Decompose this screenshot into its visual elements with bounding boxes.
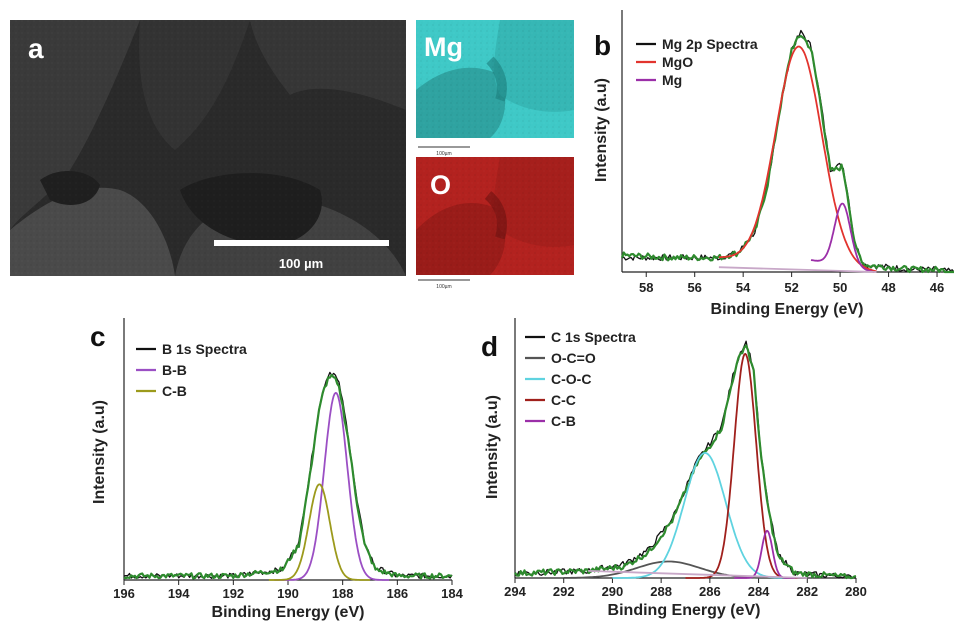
- chart-c-series-c-b: [268, 483, 371, 581]
- chart-d: d Intensity (a.u) Binding Energy (eV) 29…: [481, 318, 867, 619]
- chart-c: c Intensity (a.u) Binding Energy (eV) 19…: [90, 318, 464, 621]
- chart-c-panel-letter: c: [90, 321, 106, 352]
- chart-b-x-axis-title: Binding Energy (eV): [711, 301, 864, 318]
- chart-b-tick-label: 48: [881, 280, 895, 295]
- chart-d-tick-label: 294: [504, 584, 526, 599]
- mg-map-texture: [416, 20, 574, 138]
- chart-d-tick-label: 290: [602, 584, 624, 599]
- chart-b-tick-label: 52: [784, 280, 798, 295]
- chart-d-series-background: [588, 570, 808, 579]
- chart-d-tick-label: 286: [699, 584, 721, 599]
- chart-c-tick-label: 190: [277, 586, 299, 601]
- chart-d-tick-label: 282: [796, 584, 818, 599]
- o-map-texture: [416, 157, 574, 275]
- chart-c-x-axis-title: Binding Energy (eV): [212, 604, 365, 621]
- chart-c-ticks: 196 194 192 190 188 186 184: [113, 580, 464, 601]
- chart-c-tick-label: 188: [332, 586, 354, 601]
- chart-d-series: [514, 340, 857, 580]
- chart-d-series-o-c-o: [563, 560, 808, 579]
- mg-eds-map: Mg 100µm: [416, 20, 574, 157]
- chart-b-tick-label: 46: [930, 280, 944, 295]
- chart-b-legend-label: MgO: [662, 54, 693, 70]
- chart-d-legend-label: C-O-C: [551, 371, 591, 387]
- chart-d-legend: C 1s Spectra O-C=O C-O-C C-C C-B: [525, 329, 636, 429]
- chart-b-series: [620, 29, 954, 274]
- chart-b-tick-label: 56: [687, 280, 701, 295]
- chart-b: b Intensity (a.u) Binding Energy (eV) 58…: [593, 10, 954, 318]
- chart-c-series-b-1s-spectra: [123, 371, 453, 580]
- chart-b-legend-label: Mg 2p Spectra: [662, 36, 758, 52]
- chart-b-ticks: 58 56 54 52 50 48 46: [639, 272, 944, 295]
- chart-d-series-c-c: [685, 352, 798, 579]
- chart-b-series-mgo: [718, 45, 877, 273]
- mg-map-label: Mg: [424, 32, 463, 62]
- chart-d-tick-label: 288: [650, 584, 672, 599]
- chart-b-tick-label: 58: [639, 280, 653, 295]
- chart-c-legend-label: B 1s Spectra: [162, 341, 247, 357]
- chart-d-tick-label: 284: [748, 584, 770, 599]
- sem-image-panel: a 100 µm: [10, 20, 406, 276]
- chart-c-legend: B 1s Spectra B-B C-B: [136, 341, 247, 399]
- chart-b-legend-label: Mg: [662, 72, 682, 88]
- chart-d-series-fit: [514, 344, 857, 580]
- chart-c-tick-label: 186: [386, 586, 408, 601]
- chart-c-tick-label: 194: [168, 586, 190, 601]
- o-eds-map: O 100µm: [416, 157, 574, 290]
- chart-c-series-fit: [123, 373, 453, 580]
- chart-b-series-background: [718, 266, 877, 273]
- chart-c-series: [123, 371, 453, 581]
- chart-c-tick-label: 192: [222, 586, 244, 601]
- chart-b-y-axis-title: Intensity (a.u): [593, 78, 610, 182]
- chart-c-legend-label: B-B: [162, 362, 187, 378]
- chart-d-y-axis-title: Intensity (a.u): [484, 395, 501, 499]
- chart-d-x-axis-title: Binding Energy (eV): [608, 602, 761, 619]
- chart-d-tick-label: 280: [845, 584, 867, 599]
- mg-map-scale-label: 100µm: [436, 151, 451, 157]
- chart-d-legend-label: C 1s Spectra: [551, 329, 636, 345]
- chart-c-tick-label: 196: [113, 586, 135, 601]
- chart-b-panel-letter: b: [594, 30, 611, 61]
- chart-d-legend-label: C-B: [551, 413, 576, 429]
- chart-b-tick-label: 54: [736, 280, 751, 295]
- sem-scale-label: 100 µm: [279, 256, 323, 271]
- panel-letter-a: a: [28, 33, 44, 64]
- sem-scale-bar: [214, 240, 389, 246]
- chart-d-legend-label: C-C: [551, 392, 576, 408]
- chart-d-panel-letter: d: [481, 331, 498, 362]
- chart-c-series-b-b: [274, 392, 390, 581]
- chart-b-legend: Mg 2p Spectra MgO Mg: [636, 36, 758, 88]
- chart-b-series-mg: [810, 202, 875, 273]
- chart-c-y-axis-title: Intensity (a.u): [91, 400, 108, 504]
- chart-d-ticks: 294 292 290 288 286 284 282 280: [504, 578, 867, 599]
- o-map-scale-label: 100µm: [436, 284, 451, 290]
- chart-c-tick-label: 184: [441, 586, 463, 601]
- sem-texture: [10, 20, 406, 276]
- chart-d-legend-label: O-C=O: [551, 350, 596, 366]
- o-map-label: O: [430, 170, 451, 200]
- chart-c-legend-label: C-B: [162, 383, 187, 399]
- chart-b-tick-label: 50: [833, 280, 847, 295]
- chart-d-tick-label: 292: [553, 584, 575, 599]
